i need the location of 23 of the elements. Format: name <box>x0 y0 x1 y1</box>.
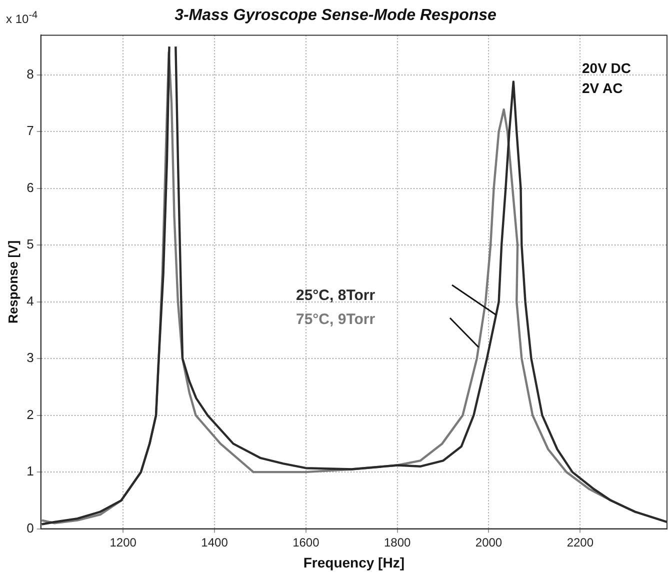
chart-title: 3-Mass Gyroscope Sense-Mode Response <box>174 7 497 24</box>
y-axis-title: Response [V] <box>5 240 20 324</box>
annotation: 20V DC <box>582 60 632 76</box>
x-axis-title: Frequency [Hz] <box>303 554 404 570</box>
text: x 10$^{-4}$ <box>6 10 38 26</box>
x-tick-label: 1200 <box>110 535 137 550</box>
y-tick-label: 2 <box>26 406 34 422</box>
x-tick-label: 2000 <box>475 535 502 550</box>
x-tick-label: 1400 <box>201 535 228 550</box>
x-tick-label: 1800 <box>384 535 412 550</box>
y-tick-label: 8 <box>26 66 34 82</box>
y-tick-label: 1 <box>26 464 34 479</box>
y-tick-label: 6 <box>26 180 34 195</box>
y-tick-label: 0 <box>26 520 34 536</box>
y-tick-label: 3 <box>26 350 34 366</box>
y-tick-label: 4 <box>26 293 34 308</box>
annotation: 2V AC <box>582 80 623 96</box>
y-tick-label: 7 <box>26 123 34 138</box>
y-tick-label: 5 <box>26 236 34 252</box>
x-tick-label: 1600 <box>292 535 320 550</box>
x-tick-label: 2200 <box>566 535 594 550</box>
text: 75°C, 9Torr <box>296 311 376 328</box>
text: 25°C, 8Torr <box>296 287 376 304</box>
